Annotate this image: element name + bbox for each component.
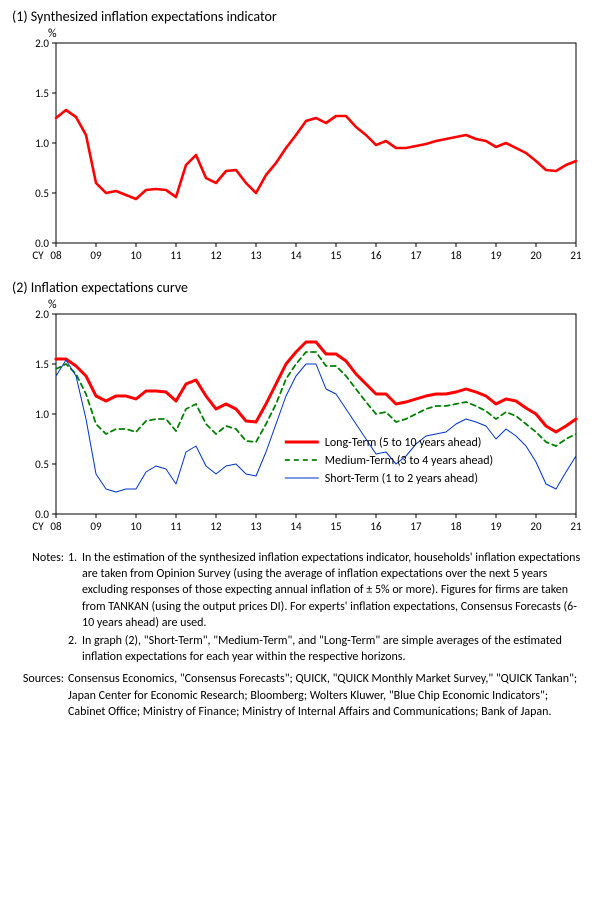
svg-text:13: 13 xyxy=(250,520,262,533)
svg-text:19: 19 xyxy=(490,520,502,533)
chart1-y-unit: % xyxy=(48,27,57,41)
svg-text:15: 15 xyxy=(330,249,341,262)
chart1-title: (1) Synthesized inflation expectations i… xyxy=(12,8,581,25)
svg-text:1.0: 1.0 xyxy=(35,137,49,150)
notes-block: Notes: 1. In the estimation of the synth… xyxy=(12,550,581,720)
svg-text:20: 20 xyxy=(530,249,542,262)
chart2-y-unit: % xyxy=(48,298,57,312)
svg-text:18: 18 xyxy=(450,520,462,533)
notes-label: Notes: xyxy=(16,550,68,631)
svg-text:13: 13 xyxy=(250,249,262,262)
note-num-1: 1. xyxy=(68,550,82,631)
sources-text: Consensus Economics, "Consensus Forecast… xyxy=(68,671,581,720)
svg-text:21: 21 xyxy=(570,520,582,533)
svg-text:1.5: 1.5 xyxy=(35,87,49,100)
svg-text:14: 14 xyxy=(290,249,302,262)
svg-text:CY: CY xyxy=(32,249,44,262)
svg-text:16: 16 xyxy=(370,520,382,533)
svg-text:12: 12 xyxy=(210,520,222,533)
svg-text:CY: CY xyxy=(32,520,44,533)
svg-text:09: 09 xyxy=(90,249,102,262)
svg-text:1.0: 1.0 xyxy=(35,408,49,421)
chart1-wrap: % 0.00.51.01.52.008091011121314151617181… xyxy=(12,29,581,267)
svg-text:21: 21 xyxy=(570,249,582,262)
svg-text:Long-Term (5 to 10 years ahead: Long-Term (5 to 10 years ahead) xyxy=(325,436,482,450)
svg-text:08: 08 xyxy=(50,520,62,533)
svg-text:11: 11 xyxy=(170,249,182,262)
svg-text:0.5: 0.5 xyxy=(35,187,49,200)
svg-text:12: 12 xyxy=(210,249,222,262)
chart1-svg: 0.00.51.01.52.00809101112131415161718192… xyxy=(12,29,587,267)
svg-text:17: 17 xyxy=(410,520,422,533)
note-text-1: In the estimation of the synthesized inf… xyxy=(82,550,581,631)
svg-text:0.5: 0.5 xyxy=(35,458,49,471)
chart2-svg: 0.00.51.01.52.00809101112131415161718192… xyxy=(12,300,587,538)
svg-text:20: 20 xyxy=(530,520,542,533)
svg-text:09: 09 xyxy=(90,520,102,533)
svg-text:19: 19 xyxy=(490,249,502,262)
svg-text:08: 08 xyxy=(50,249,62,262)
svg-text:16: 16 xyxy=(370,249,382,262)
svg-text:10: 10 xyxy=(130,249,142,262)
svg-text:17: 17 xyxy=(410,249,422,262)
svg-text:1.5: 1.5 xyxy=(35,358,49,371)
svg-text:Short-Term (1 to 2 years ahead: Short-Term (1 to 2 years ahead) xyxy=(325,472,478,486)
svg-text:11: 11 xyxy=(170,520,182,533)
chart2-wrap: % 0.00.51.01.52.008091011121314151617181… xyxy=(12,300,581,538)
svg-text:10: 10 xyxy=(130,520,142,533)
svg-text:Medium-Term (3 to 4 years ahea: Medium-Term (3 to 4 years ahead) xyxy=(325,454,493,468)
chart2-title: (2) Inflation expectations curve xyxy=(12,279,581,296)
svg-text:14: 14 xyxy=(290,520,302,533)
svg-text:18: 18 xyxy=(450,249,462,262)
note-text-2: In graph (2), "Short-Term", "Medium-Term… xyxy=(82,633,581,665)
svg-text:15: 15 xyxy=(330,520,341,533)
note-num-2: 2. xyxy=(68,633,82,665)
sources-label: Sources: xyxy=(16,671,68,720)
